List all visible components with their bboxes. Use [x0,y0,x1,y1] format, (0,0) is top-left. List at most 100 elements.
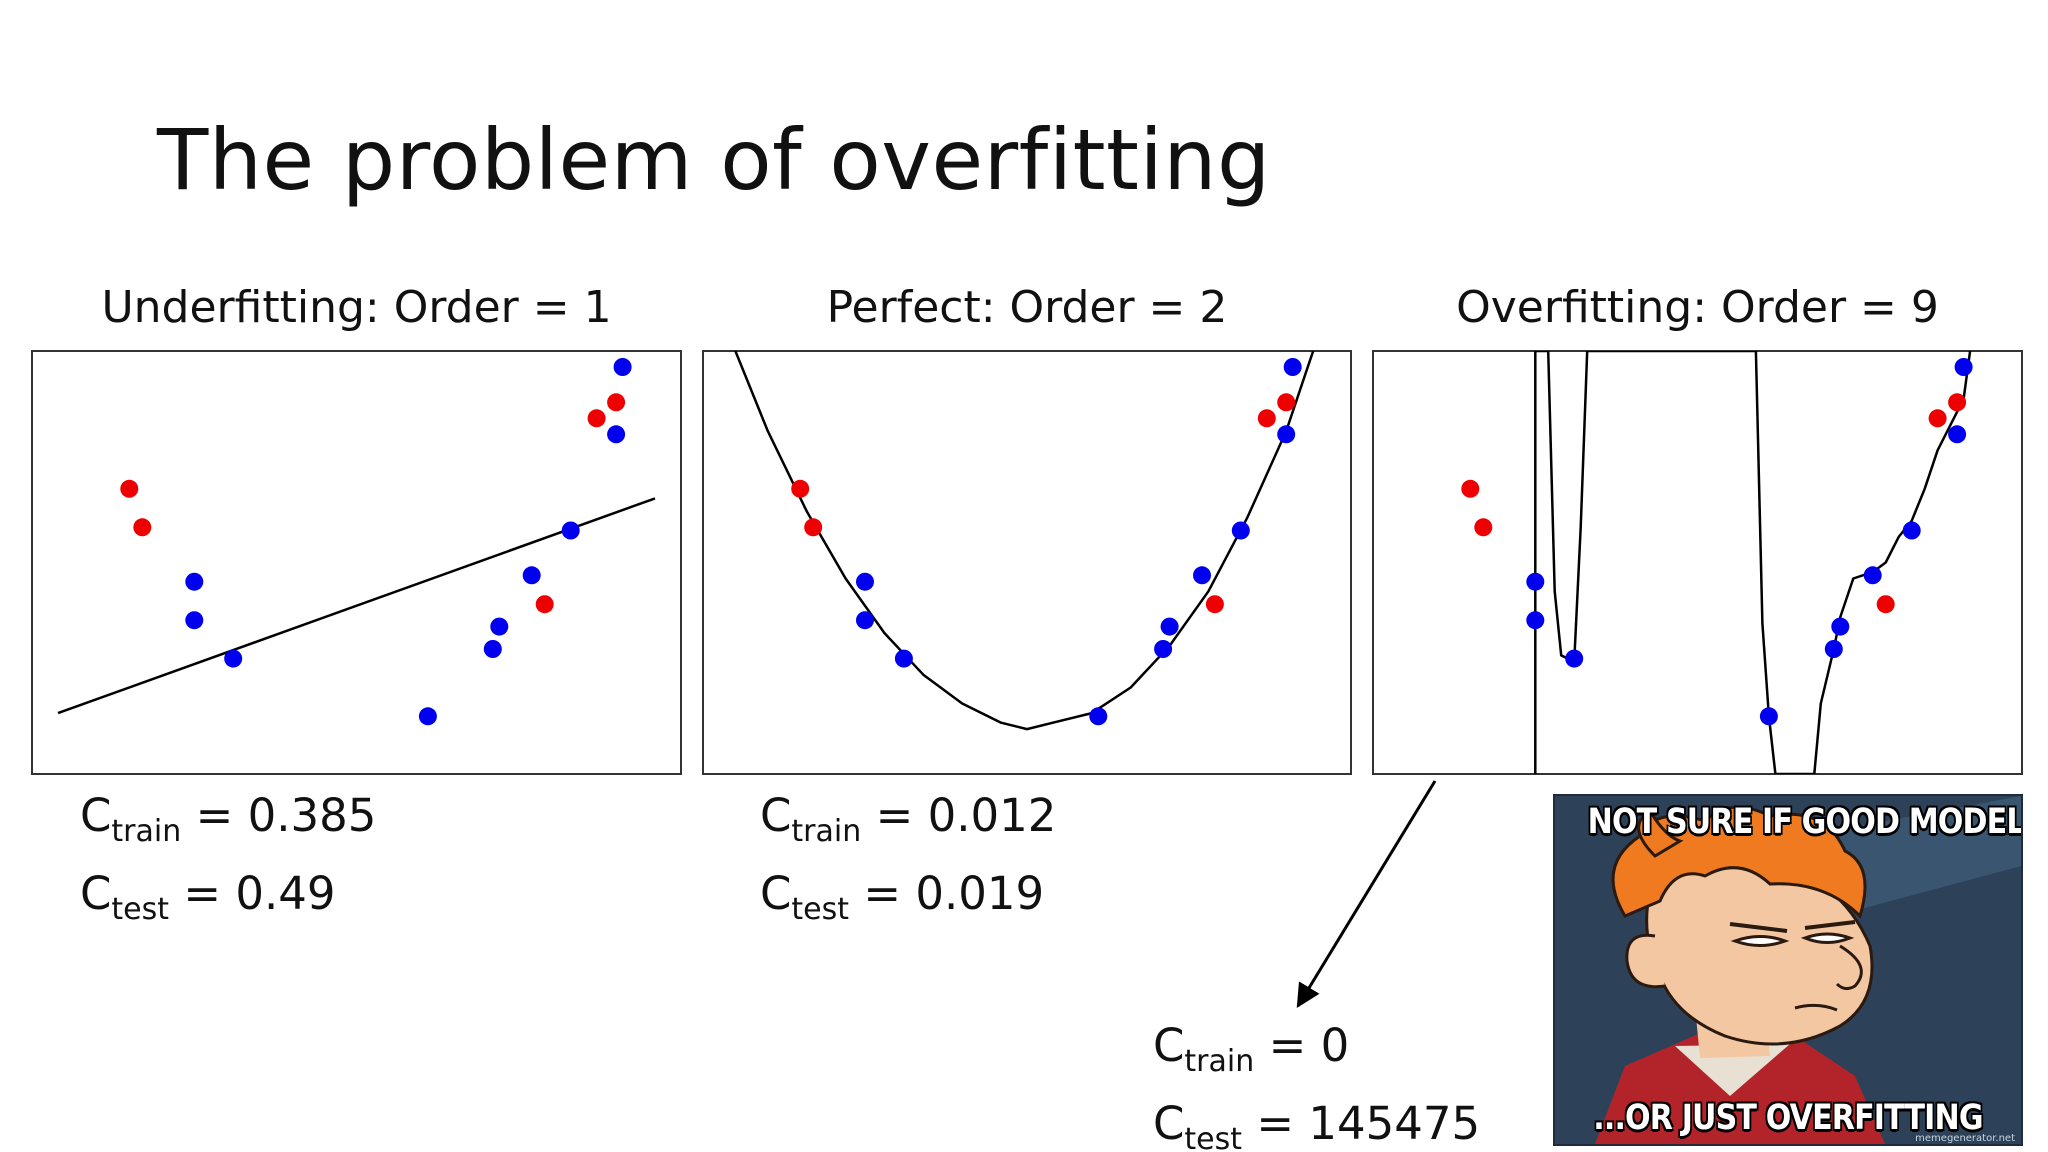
test-cost-value: = 145475 [1242,1097,1481,1150]
fry-brow-left [1729,922,1788,933]
metrics-perfect: Ctrain = 0.012 Ctest = 0.019 [760,785,1056,941]
test-cost-symbol: C [80,867,112,920]
plot-perfect [734,351,1315,731]
fry-mouth [1794,1003,1838,1012]
red-data-point [120,479,139,498]
blue-data-point [856,572,874,591]
plot-layer [57,351,1973,774]
blue-data-point [1759,707,1778,726]
fry-eye-left [1730,935,1790,947]
train-cost-subscript: train [791,814,862,849]
blue-data-point [1154,640,1173,658]
red-data-point [1205,595,1224,614]
blue-data-point [1193,566,1211,585]
test-cost-value: = 0.019 [849,867,1045,920]
blue-data-point [185,572,204,591]
fry-nose [1835,944,1863,991]
train-cost-symbol: C [80,789,112,842]
blue-data-point [224,649,243,668]
blue-data-point [1948,425,1967,444]
panel-title-underfitting: Underfitting: Order = 1 [101,282,612,333]
train-cost-subscript: train [1184,1044,1255,1079]
blue-data-point [1824,640,1843,658]
train-cost-value: = 0.385 [181,789,377,842]
red-data-point [607,393,626,412]
red-data-point [1257,409,1276,428]
blue-data-point [894,649,913,668]
blue-data-point [1954,358,1973,376]
metrics-overfitting: Ctrain = 0 Ctest = 145475 [1153,1015,1480,1152]
fit-curve-perfect [734,351,1315,731]
test-cost-symbol: C [760,867,792,920]
fry-shirt [1595,1031,1885,1144]
plot-underfitting [57,358,656,726]
plot-frame-overfitting [1372,350,2023,775]
fit-curve-underfitting [57,497,656,715]
plot-frame-underfitting [31,350,682,775]
red-data-point [535,595,554,614]
blue-data-point [185,611,204,630]
blue-data-point [1526,572,1545,591]
train-cost-line: Ctrain = 0.385 [80,785,376,863]
train-cost-line: Ctrain = 0 [1153,1015,1480,1093]
train-cost-symbol: C [1153,1019,1185,1072]
fry-brow-right [1804,920,1856,930]
panel-title-perfect: Perfect: Order = 2 [826,282,1228,333]
plot-overfitting [1461,351,1973,774]
blue-data-point [1089,707,1108,726]
blue-data-point [1277,425,1296,444]
train-cost-line: Ctrain = 0.012 [760,785,1056,863]
red-data-point [791,479,810,498]
red-data-point [1277,393,1296,412]
red-data-point [1461,479,1480,498]
fry-hair-spike [1637,808,1684,858]
red-data-point [1928,409,1947,428]
blue-data-point [1565,649,1584,668]
test-cost-subscript: test [1184,1122,1243,1152]
meme-bottom-text: ...OR JUST OVERFITTING [1593,1098,1983,1138]
red-data-point [587,409,606,428]
fry-illustration [1555,796,2021,1144]
test-cost-value: = 0.49 [169,867,336,920]
test-cost-line: Ctest = 145475 [1153,1093,1480,1152]
test-cost-symbol: C [1153,1097,1185,1150]
train-cost-subscript: train [111,814,182,849]
red-data-point [1948,393,1967,412]
red-data-point [804,518,823,537]
fry-eye-right [1800,932,1855,944]
red-data-point [133,518,152,537]
blue-data-point [1902,521,1921,540]
blue-data-point [483,640,502,658]
blue-data-point [1863,566,1882,585]
test-cost-line: Ctest = 0.49 [80,863,376,941]
blue-data-point [490,617,509,636]
blue-data-point [856,611,874,630]
fit-curve-overfitting [1534,351,1972,774]
plot-frame-perfect [702,350,1352,775]
panel-title-overfitting: Overfitting: Order = 9 [1456,282,1939,333]
blue-data-point [607,425,626,444]
blue-data-point [1231,521,1250,540]
blue-data-point [613,358,632,376]
blue-data-point [418,707,437,726]
fry-meme-image: NOT SURE IF GOOD MODEL... ...OR JUST OVE… [1553,794,2023,1146]
meme-watermark: memegenerator.net [1915,1133,2015,1144]
meme-top-text: NOT SURE IF GOOD MODEL... [1587,802,2023,842]
blue-data-point [1160,617,1179,636]
test-cost-subscript: test [111,892,170,927]
blue-data-point [1526,611,1545,630]
slide-title: The problem of overfitting [157,111,1271,209]
train-cost-value: = 0.012 [861,789,1057,842]
test-cost-line: Ctest = 0.019 [760,863,1056,941]
train-cost-value: = 0 [1254,1019,1350,1072]
blue-data-point [561,521,580,540]
red-data-point [1876,595,1895,614]
blue-data-point [522,566,541,585]
fry-ear [1625,933,1666,989]
train-cost-symbol: C [760,789,792,842]
test-cost-subscript: test [791,892,850,927]
pointer-arrow [1296,780,1437,1009]
metrics-underfitting: Ctrain = 0.385 Ctest = 0.49 [80,785,376,941]
